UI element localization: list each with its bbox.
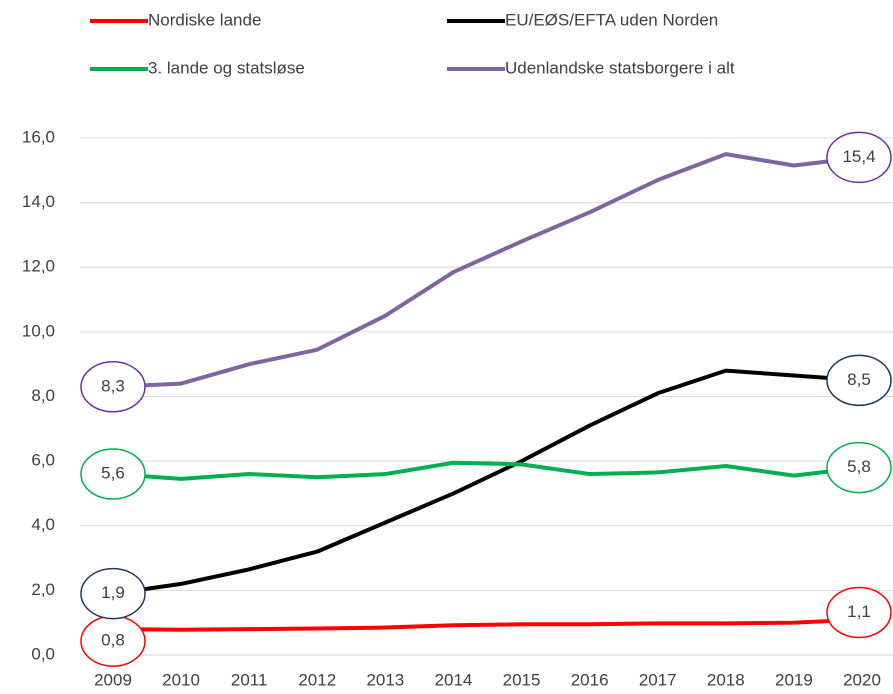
y-tick-label: 8,0 [31,386,55,405]
y-tick-label: 10,0 [22,321,55,340]
x-tick-label: 2017 [639,670,677,689]
label-ellipse [80,448,146,500]
x-tick-label: 2012 [298,670,336,689]
x-tick-label: 2019 [775,670,813,689]
data-label: 8,3 [101,376,125,395]
label-ellipse [80,567,146,620]
label-ellipse [826,586,892,639]
series-line [112,152,863,389]
y-tick-label: 2,0 [31,580,55,599]
x-tick-label: 2013 [366,670,404,689]
data-label: 5,6 [101,464,125,483]
x-tick-label: 2018 [707,670,745,689]
data-label: 0,8 [101,631,125,650]
x-tick-label: 2011 [231,670,268,689]
x-tick-label: 2016 [571,670,609,689]
legend-label: Udenlandske statsborgere i alt [505,58,735,77]
series-line [112,460,863,481]
y-tick-label: 14,0 [22,192,55,211]
label-ellipse [80,361,146,413]
y-tick-label: 16,0 [22,127,55,146]
y-tick-label: 12,0 [22,257,55,276]
x-tick-label: 2010 [162,670,200,689]
legend-label: Nordiske lande [148,10,261,29]
data-label: 1,1 [847,602,871,621]
data-label: 15,4 [842,147,875,166]
data-label: 5,8 [847,457,871,476]
series-line [112,617,863,632]
x-tick-label: 2014 [435,670,473,689]
label-ellipse [826,131,892,184]
data-label: 8,5 [847,370,871,389]
legend-label: 3. lande og statsløse [148,58,305,77]
x-tick-label: 2009 [94,670,132,689]
x-tick-label: 2015 [503,670,541,689]
y-tick-label: 6,0 [31,451,55,470]
x-tick-label: 2020 [843,670,881,689]
data-label: 1,9 [101,583,125,602]
y-tick-label: 0,0 [31,644,55,663]
label-ellipse [826,441,892,494]
legend-label: EU/EØS/EFTA uden Norden [505,10,718,29]
series-line [112,368,863,596]
y-tick-label: 4,0 [31,515,55,534]
label-ellipse [826,354,892,407]
